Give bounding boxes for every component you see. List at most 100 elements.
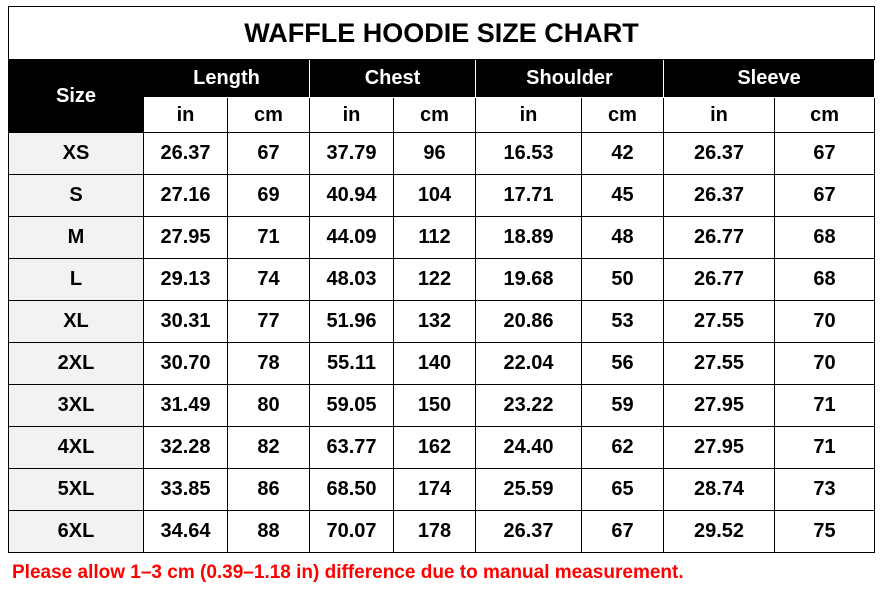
table-row: L 29.13 74 48.03 122 19.68 50 26.77 68 xyxy=(8,258,876,301)
unit-header: cm xyxy=(773,97,876,133)
measurement-cell: 24.40 xyxy=(475,426,582,469)
sleeve-header: Sleeve xyxy=(662,59,876,98)
measurement-cell: 55.11 xyxy=(309,342,394,385)
size-label: S xyxy=(8,174,144,217)
measurement-cell: 29.13 xyxy=(143,258,228,301)
size-label: 6XL xyxy=(8,510,144,553)
measurement-cell: 27.16 xyxy=(143,174,228,217)
measurement-cell: 122 xyxy=(393,258,476,301)
size-label: 2XL xyxy=(8,342,144,385)
size-label: 5XL xyxy=(8,468,144,511)
measurement-cell: 62 xyxy=(581,426,664,469)
shoulder-header: Shoulder xyxy=(475,59,664,98)
measurement-cell: 34.64 xyxy=(143,510,228,553)
measurement-cell: 67 xyxy=(773,174,876,217)
measurement-cell: 150 xyxy=(393,384,476,427)
unit-header: in xyxy=(309,97,394,133)
measurement-cell: 74 xyxy=(227,258,310,301)
measurement-cell: 27.95 xyxy=(663,426,775,469)
measurement-cell: 78 xyxy=(227,342,310,385)
chest-header: Chest xyxy=(309,59,476,98)
measurement-cell: 19.68 xyxy=(475,258,582,301)
measurement-cell: 67 xyxy=(773,132,876,175)
measurement-cell: 67 xyxy=(227,132,310,175)
measurement-cell: 27.55 xyxy=(663,300,775,343)
measurement-cell: 26.37 xyxy=(475,510,582,553)
measurement-cell: 69 xyxy=(227,174,310,217)
measurement-cell: 25.59 xyxy=(475,468,582,511)
unit-header: cm xyxy=(393,97,476,133)
table-row: 5XL 33.85 86 68.50 174 25.59 65 28.74 73 xyxy=(8,468,876,511)
measurement-cell: 18.89 xyxy=(475,216,582,259)
table-row: XS 26.37 67 37.79 96 16.53 42 26.37 67 xyxy=(8,132,876,175)
measurement-cell: 71 xyxy=(773,384,876,427)
measurement-cell: 68 xyxy=(773,216,876,259)
measurement-cell: 178 xyxy=(393,510,476,553)
measurement-cell: 27.95 xyxy=(143,216,228,259)
measurement-cell: 71 xyxy=(773,426,876,469)
size-label: 4XL xyxy=(8,426,144,469)
size-label: 3XL xyxy=(8,384,144,427)
table-row: 6XL 34.64 88 70.07 178 26.37 67 29.52 75 xyxy=(8,510,876,553)
measurement-cell: 63.77 xyxy=(309,426,394,469)
measurement-cell: 86 xyxy=(227,468,310,511)
measurement-cell: 70.07 xyxy=(309,510,394,553)
measurement-cell: 174 xyxy=(393,468,476,511)
measurement-cell: 68.50 xyxy=(309,468,394,511)
measurement-cell: 73 xyxy=(773,468,876,511)
measurement-cell: 75 xyxy=(773,510,876,553)
measurement-cell: 162 xyxy=(393,426,476,469)
measurement-cell: 40.94 xyxy=(309,174,394,217)
size-chart-table: WAFFLE HOODIE SIZE CHART Size Length Che… xyxy=(7,6,876,553)
measurement-cell: 51.96 xyxy=(309,300,394,343)
measurement-cell: 28.74 xyxy=(663,468,775,511)
measurement-cell: 112 xyxy=(393,216,476,259)
measurement-cell: 29.52 xyxy=(663,510,775,553)
table-row: M 27.95 71 44.09 112 18.89 48 26.77 68 xyxy=(8,216,876,259)
size-column-header: Size xyxy=(8,59,144,133)
measurement-cell: 26.37 xyxy=(663,174,775,217)
measurement-cell: 22.04 xyxy=(475,342,582,385)
measurement-cell: 71 xyxy=(227,216,310,259)
unit-header: in xyxy=(475,97,582,133)
length-header: Length xyxy=(143,59,310,98)
measurement-cell: 48.03 xyxy=(309,258,394,301)
measurement-cell: 44.09 xyxy=(309,216,394,259)
measurement-cell: 32.28 xyxy=(143,426,228,469)
size-label: XL xyxy=(8,300,144,343)
table-row: 2XL 30.70 78 55.11 140 22.04 56 27.55 70 xyxy=(8,342,876,385)
chart-title: WAFFLE HOODIE SIZE CHART xyxy=(7,6,876,60)
measurement-cell: 26.77 xyxy=(663,216,775,259)
table-row: XL 30.31 77 51.96 132 20.86 53 27.55 70 xyxy=(8,300,876,343)
measurement-cell: 26.77 xyxy=(663,258,775,301)
measurement-cell: 17.71 xyxy=(475,174,582,217)
measurement-cell: 48 xyxy=(581,216,664,259)
measurement-cell: 59.05 xyxy=(309,384,394,427)
measurement-cell: 30.31 xyxy=(143,300,228,343)
measurement-cell: 50 xyxy=(581,258,664,301)
unit-header: cm xyxy=(227,97,310,133)
measurement-cell: 27.95 xyxy=(663,384,775,427)
measurement-cell: 140 xyxy=(393,342,476,385)
measurement-cell: 59 xyxy=(581,384,664,427)
measurement-cell: 56 xyxy=(581,342,664,385)
measurement-cell: 26.37 xyxy=(143,132,228,175)
measurement-cell: 77 xyxy=(227,300,310,343)
measurement-note: Please allow 1–3 cm (0.39–1.18 in) diffe… xyxy=(12,562,684,583)
table-row: S 27.16 69 40.94 104 17.71 45 26.37 67 xyxy=(8,174,876,217)
table-row: 4XL 32.28 82 63.77 162 24.40 62 27.95 71 xyxy=(8,426,876,469)
measurement-cell: 88 xyxy=(227,510,310,553)
unit-header: cm xyxy=(581,97,664,133)
size-label: L xyxy=(8,258,144,301)
size-label: M xyxy=(8,216,144,259)
size-label: XS xyxy=(8,132,144,175)
measurement-cell: 53 xyxy=(581,300,664,343)
measurement-cell: 23.22 xyxy=(475,384,582,427)
measurement-cell: 16.53 xyxy=(475,132,582,175)
measurement-cell: 26.37 xyxy=(663,132,775,175)
size-rows: XS 26.37 67 37.79 96 16.53 42 26.37 67 S 27.16 69 40… xyxy=(8,132,876,553)
measurement-cell: 37.79 xyxy=(309,132,394,175)
measurement-cell: 104 xyxy=(393,174,476,217)
measurement-cell: 70 xyxy=(773,300,876,343)
measurement-cell: 96 xyxy=(393,132,476,175)
